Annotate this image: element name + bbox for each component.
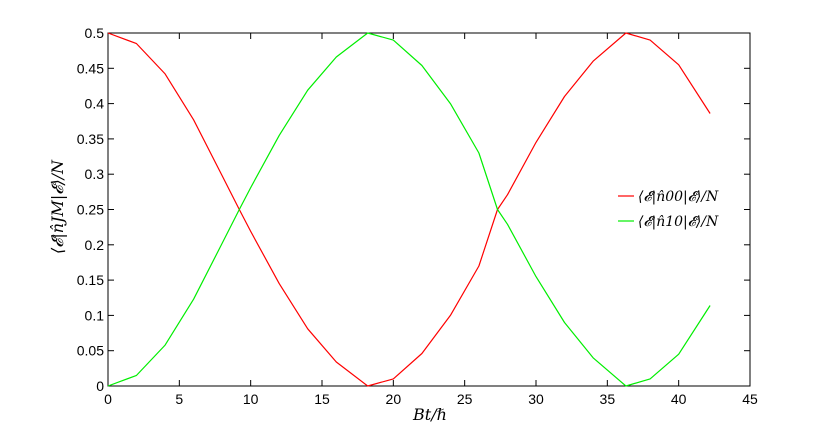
x-tick-label: 10 bbox=[243, 391, 259, 407]
y-axis-label: ⟨𝓔|n̂JM|𝓔⟩/N bbox=[48, 159, 67, 254]
x-tick-label: 5 bbox=[175, 391, 183, 407]
legend-entry-n10: ⟨𝓔|n̂10|𝓔⟩/N bbox=[638, 214, 719, 230]
y-tick-label: 0.5 bbox=[85, 25, 105, 41]
x-axis-label: Bt/ℏ bbox=[412, 405, 447, 424]
y-tick-label: 0 bbox=[96, 378, 104, 394]
x-tick-label: 15 bbox=[314, 391, 330, 407]
legend-entry-n00: ⟨𝓔|n̂00|𝓔⟩/N bbox=[638, 189, 719, 205]
y-tick-label: 0.35 bbox=[77, 131, 104, 147]
x-tick-label: 0 bbox=[104, 391, 112, 407]
x-tick-label: 25 bbox=[457, 391, 473, 407]
x-tick-label: 20 bbox=[386, 391, 402, 407]
y-tick-label: 0.45 bbox=[77, 60, 104, 76]
x-tick-label: 40 bbox=[671, 391, 687, 407]
y-tick-label: 0.15 bbox=[77, 272, 104, 288]
x-tick-label: 35 bbox=[600, 391, 616, 407]
y-tick-label: 0.4 bbox=[85, 96, 105, 112]
y-tick-label: 0.25 bbox=[77, 202, 104, 218]
legend-box bbox=[612, 183, 740, 233]
y-tick-label: 0.1 bbox=[85, 307, 105, 323]
x-tick-label: 30 bbox=[528, 391, 544, 407]
y-tick-label: 0.2 bbox=[85, 237, 105, 253]
y-tick-label: 0.05 bbox=[77, 343, 104, 359]
series-line-1 bbox=[107, 32, 711, 387]
x-tick-label: 45 bbox=[742, 391, 758, 407]
legend: ⟨𝓔|n̂00|𝓔⟩/N ⟨𝓔|n̂10|𝓔⟩/N bbox=[612, 183, 740, 233]
series-line-0 bbox=[107, 32, 711, 387]
y-tick-label: 0.3 bbox=[85, 166, 105, 182]
